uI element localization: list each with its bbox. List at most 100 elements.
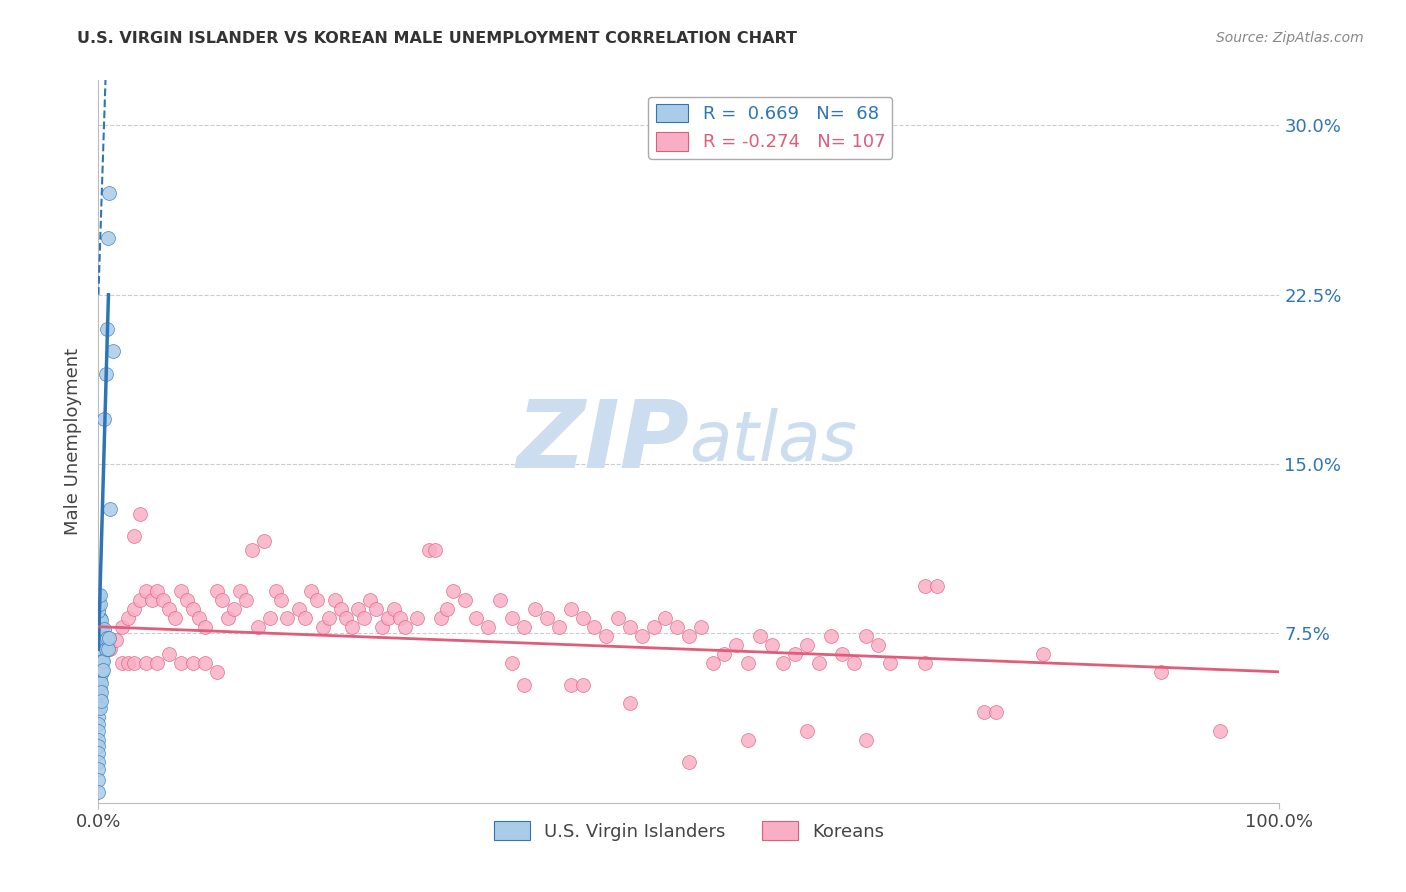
- Y-axis label: Male Unemployment: Male Unemployment: [65, 348, 83, 535]
- Point: [772, 656, 794, 670]
- Point: [560, 601, 582, 615]
- Point: [571, 610, 593, 624]
- Point: [264, 583, 287, 598]
- Point: [87, 710, 110, 724]
- Point: [98, 502, 121, 516]
- Point: [91, 654, 114, 668]
- Point: [105, 633, 128, 648]
- Point: [170, 656, 193, 670]
- Point: [678, 755, 700, 769]
- Point: [619, 697, 641, 711]
- Point: [761, 638, 783, 652]
- Point: [90, 613, 112, 627]
- Point: [91, 663, 114, 677]
- Point: [122, 601, 145, 615]
- Point: [359, 592, 381, 607]
- Point: [87, 610, 110, 624]
- Point: [128, 592, 150, 607]
- Point: [89, 610, 111, 624]
- Point: [524, 601, 547, 615]
- Point: [240, 542, 263, 557]
- Point: [87, 762, 110, 776]
- Point: [205, 583, 228, 598]
- Point: [643, 620, 665, 634]
- Point: [91, 642, 114, 657]
- Point: [323, 592, 346, 607]
- Point: [394, 620, 416, 634]
- Point: [90, 631, 112, 645]
- Point: [97, 231, 120, 245]
- Point: [548, 620, 571, 634]
- Point: [666, 620, 689, 634]
- Point: [87, 678, 110, 692]
- Point: [371, 620, 394, 634]
- Point: [89, 701, 111, 715]
- Point: [89, 647, 111, 661]
- Point: [181, 656, 204, 670]
- Point: [807, 656, 830, 670]
- Point: [89, 692, 111, 706]
- Point: [170, 583, 193, 598]
- Point: [87, 665, 110, 679]
- Point: [430, 610, 453, 624]
- Point: [90, 676, 112, 690]
- Point: [91, 663, 114, 677]
- Point: [87, 633, 110, 648]
- Text: ZIP: ZIP: [516, 395, 689, 488]
- Point: [536, 610, 558, 624]
- Point: [512, 620, 534, 634]
- Point: [128, 507, 150, 521]
- Point: [984, 706, 1007, 720]
- Point: [364, 601, 387, 615]
- Point: [98, 631, 121, 645]
- Point: [205, 665, 228, 679]
- Point: [879, 656, 901, 670]
- Point: [87, 739, 110, 754]
- Point: [820, 629, 842, 643]
- Point: [866, 638, 889, 652]
- Point: [571, 678, 593, 692]
- Point: [89, 620, 111, 634]
- Point: [91, 644, 114, 658]
- Point: [211, 592, 233, 607]
- Point: [831, 647, 853, 661]
- Point: [87, 687, 110, 701]
- Point: [595, 629, 617, 643]
- Point: [187, 610, 209, 624]
- Point: [176, 592, 198, 607]
- Point: [702, 656, 724, 670]
- Point: [477, 620, 499, 634]
- Point: [382, 601, 405, 615]
- Point: [87, 642, 110, 657]
- Point: [89, 682, 111, 697]
- Point: [406, 610, 429, 624]
- Point: [87, 672, 110, 686]
- Point: [194, 656, 217, 670]
- Point: [157, 601, 180, 615]
- Point: [87, 588, 110, 602]
- Point: [135, 656, 157, 670]
- Point: [973, 706, 995, 720]
- Point: [276, 610, 298, 624]
- Point: [713, 647, 735, 661]
- Point: [748, 629, 770, 643]
- Point: [87, 656, 110, 670]
- Text: atlas: atlas: [689, 408, 856, 475]
- Point: [288, 601, 311, 615]
- Point: [914, 579, 936, 593]
- Point: [1150, 665, 1173, 679]
- Point: [101, 344, 124, 359]
- Point: [737, 732, 759, 747]
- Point: [135, 583, 157, 598]
- Point: [299, 583, 322, 598]
- Point: [353, 610, 375, 624]
- Point: [855, 629, 877, 643]
- Point: [501, 656, 523, 670]
- Point: [146, 656, 169, 670]
- Point: [87, 648, 110, 663]
- Point: [925, 579, 948, 593]
- Point: [157, 647, 180, 661]
- Point: [93, 622, 115, 636]
- Point: [329, 601, 352, 615]
- Point: [89, 588, 111, 602]
